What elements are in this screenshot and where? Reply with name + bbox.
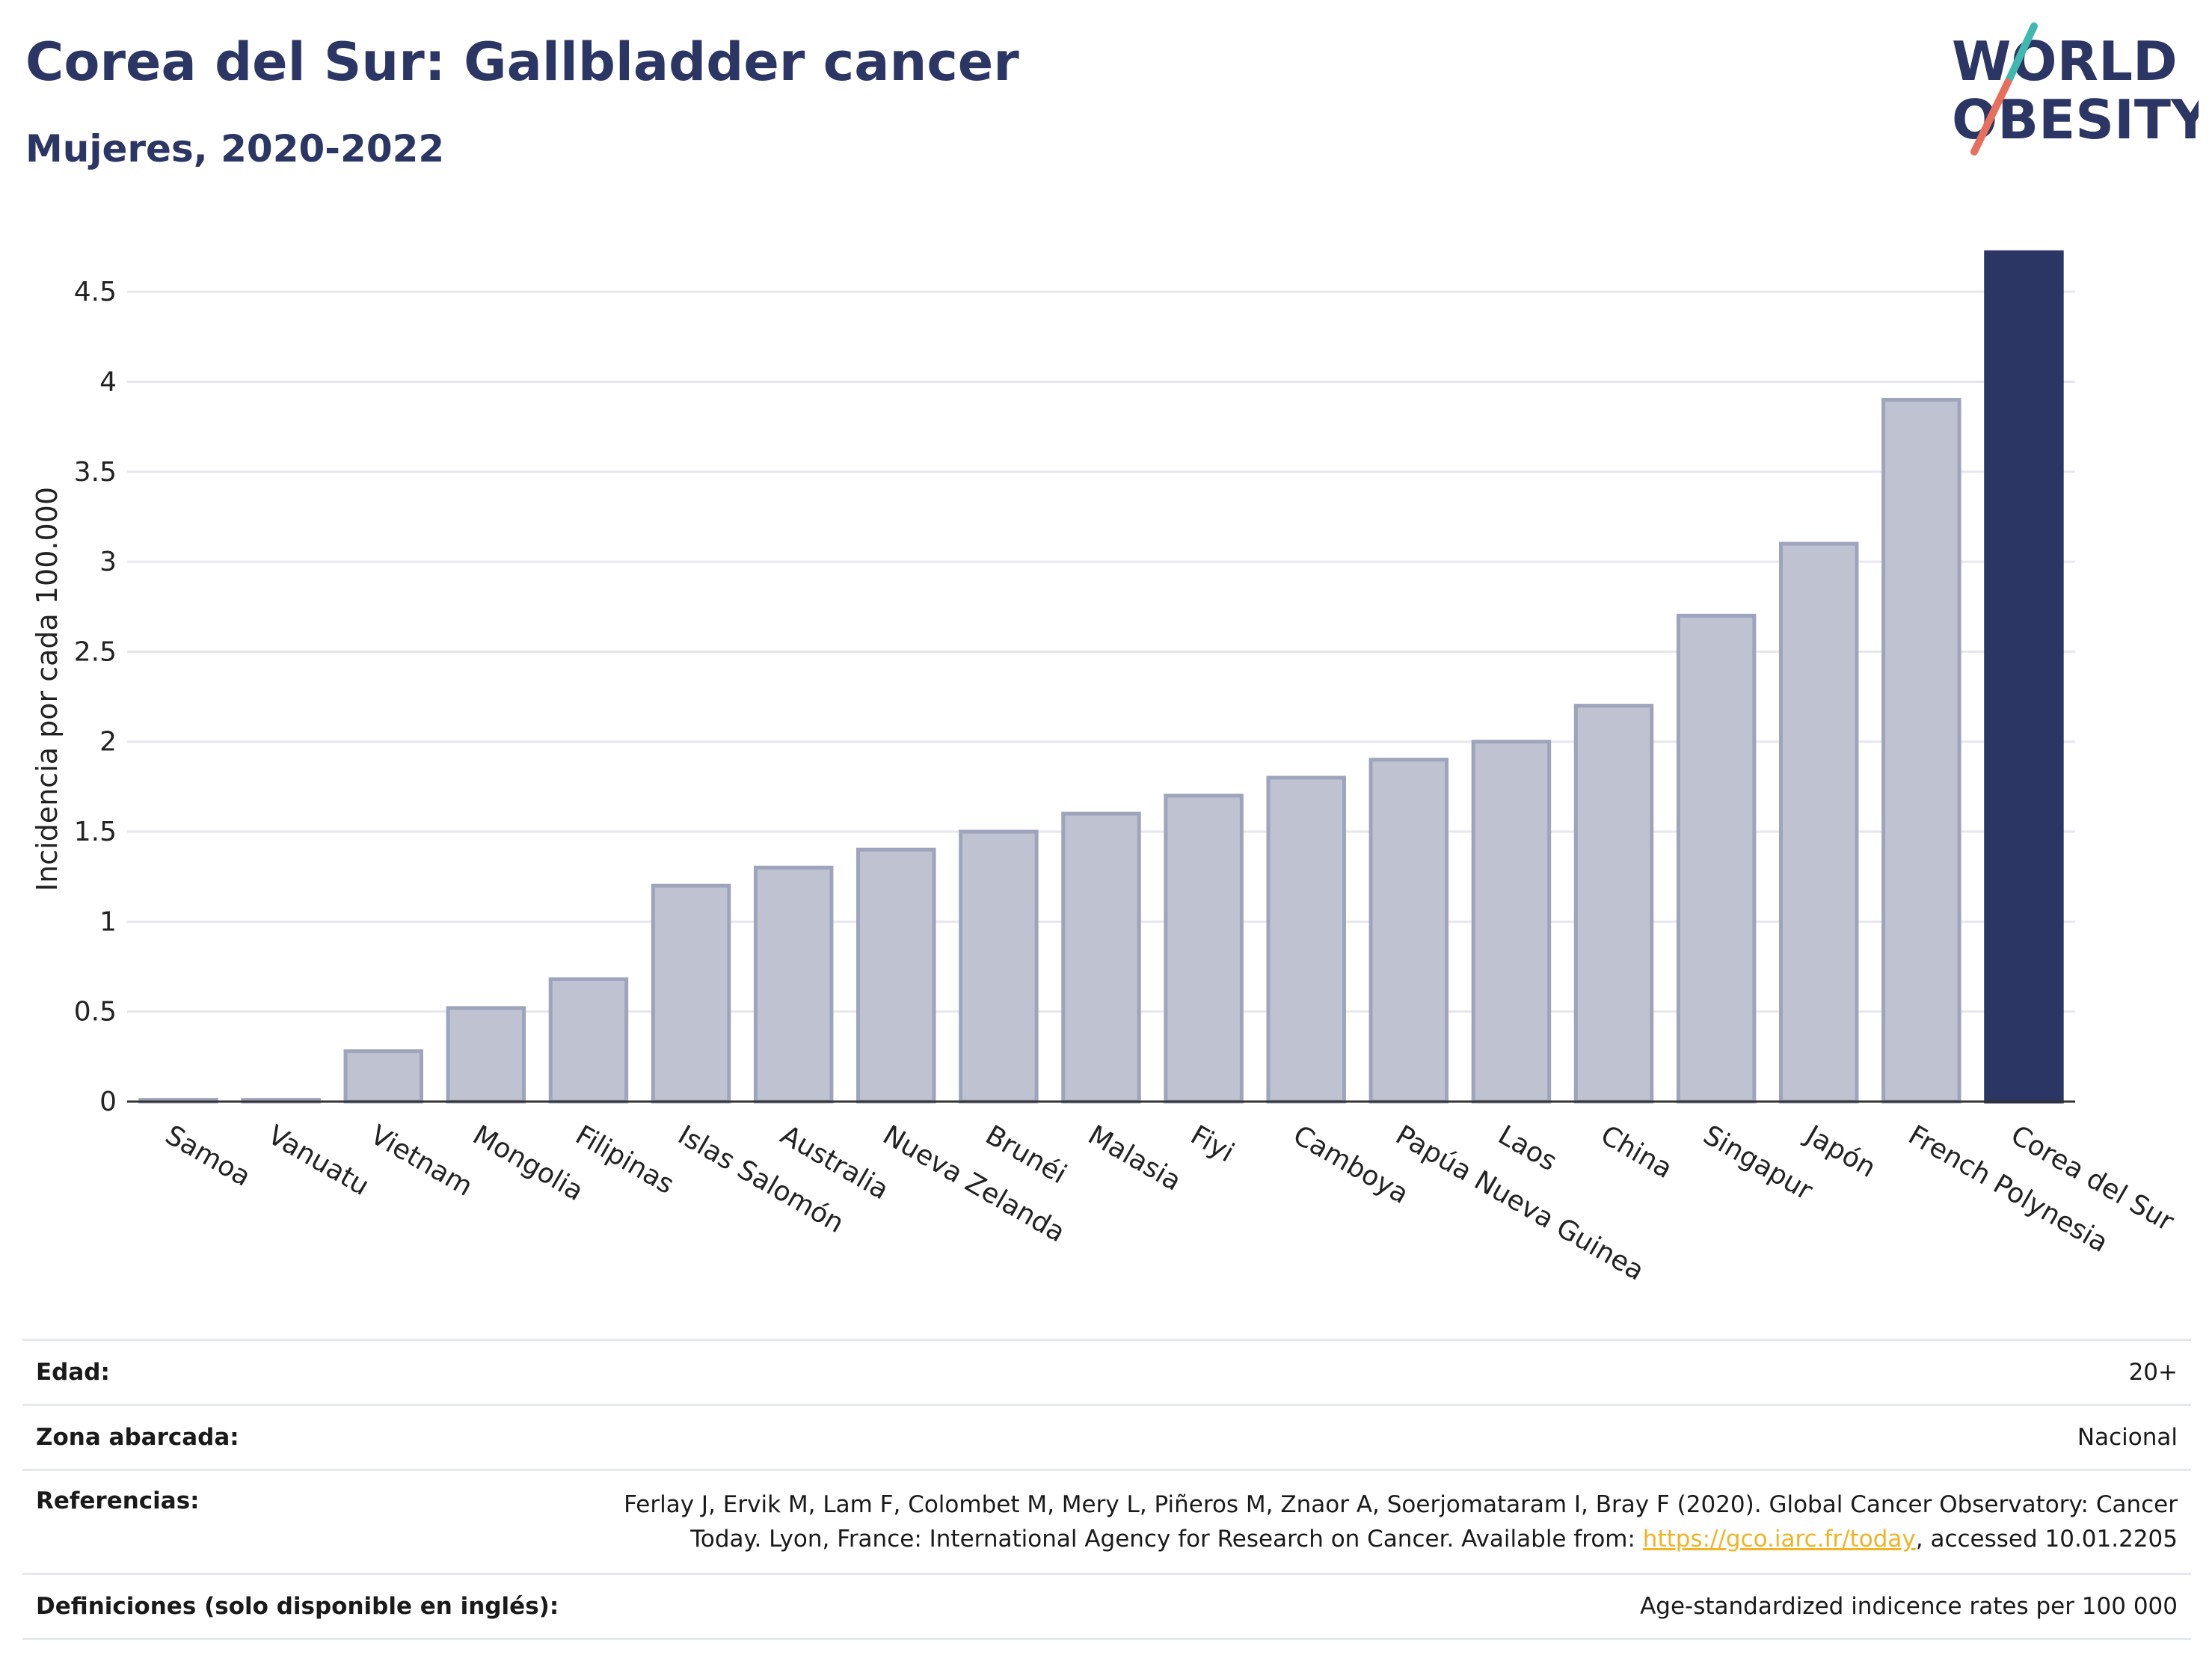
bars xyxy=(138,250,2064,1104)
x-tick-label: Mongolia xyxy=(467,1120,589,1207)
bar-camboya xyxy=(1266,776,1346,1104)
chart-title: Corea del Sur: Gallbladder cancer xyxy=(25,31,1019,93)
world-obesity-logo: WORLD OBESITY xyxy=(1952,22,2199,156)
bar-malasia xyxy=(1061,811,1141,1104)
x-tick-label: Filipinas xyxy=(570,1120,679,1200)
meta-key: Referencias: xyxy=(36,1487,200,1514)
meta-row-area: Zona abarcada: Nacional xyxy=(22,1404,2191,1469)
x-tick-label: Vietnam xyxy=(365,1120,477,1203)
metadata-table: Edad: 20+ Zona abarcada: Nacional Refere… xyxy=(22,1339,2191,1640)
reference-line2-pre: Today. Lyon, France: International Agenc… xyxy=(690,1526,1643,1553)
y-tick-label: 3.5 xyxy=(74,457,117,488)
y-tick-label: 2.5 xyxy=(74,636,117,667)
meta-row-references: Referencias: Ferlay J, Ervik M, Lam F, C… xyxy=(22,1469,2191,1573)
bar-corea-del-sur xyxy=(1984,250,2064,1104)
reference-line2-post: , accessed 10.01.2205 xyxy=(1915,1526,2178,1553)
bar-fiyi xyxy=(1164,793,1244,1104)
meta-value: Ferlay J, Ervik M, Lam F, Colombet M, Me… xyxy=(624,1487,2178,1556)
logo-slash-coral xyxy=(1970,79,2012,156)
meta-value: Age-standardized indicence rates per 100… xyxy=(1640,1593,2178,1620)
x-tick-label: Japón xyxy=(1799,1119,1881,1184)
y-tick-label: 4 xyxy=(99,366,117,397)
x-tick-label: Vanuatu xyxy=(262,1120,374,1202)
x-tick-label: Samoa xyxy=(160,1120,256,1193)
bar-singapur xyxy=(1676,613,1757,1104)
y-tick-label: 4.5 xyxy=(74,277,117,307)
meta-row-definitions: Definiciones (solo disponible en inglés)… xyxy=(22,1573,2191,1640)
reference-link[interactable]: https://gco.iarc.fr/today xyxy=(1642,1526,1916,1553)
meta-value: Nacional xyxy=(2077,1424,2178,1451)
bar-japón xyxy=(1779,541,1859,1104)
bar-brunéi xyxy=(959,829,1039,1104)
bar-australia xyxy=(753,865,834,1104)
x-tick-label: Camboya xyxy=(1288,1120,1413,1210)
x-tick-label: China xyxy=(1596,1120,1678,1185)
meta-key: Edad: xyxy=(36,1359,110,1386)
logo-slash-teal xyxy=(2004,22,2038,86)
meta-value: 20+ xyxy=(2128,1359,2178,1386)
bar-china xyxy=(1573,704,1654,1104)
x-tick-label: Laos xyxy=(1493,1120,1561,1177)
bar-papúa-nueva-guinea xyxy=(1368,758,1449,1104)
x-tick-label: Nueva Zelanda xyxy=(878,1120,1070,1248)
meta-key: Zona abarcada: xyxy=(36,1424,239,1451)
bar-filipinas xyxy=(548,977,629,1104)
y-tick-label: 1 xyxy=(99,906,117,937)
bar-chart: 0 0.5 1 1.5 2 2.5 3 3.5 4 4.5 Samoa VanuatuVietnam… xyxy=(31,250,2179,1287)
x-tick-label: Singapur xyxy=(1698,1120,1818,1206)
meta-row-age: Edad: 20+ xyxy=(22,1339,2191,1404)
reference-line1: Ferlay J, Ervik M, Lam F, Colombet M, Me… xyxy=(624,1491,2178,1518)
bar-islas-salomón xyxy=(651,883,731,1104)
y-tick-label: 0 xyxy=(99,1087,117,1117)
bar-vietnam xyxy=(343,1049,423,1104)
y-tick-label: 3 xyxy=(99,547,117,577)
y-axis-label: Incidencia por cada 100.000 xyxy=(31,487,64,891)
chart-subtitle: Mujeres, 2020-2022 xyxy=(25,127,445,171)
y-axis-ticks: 0 0.5 1 1.5 2 2.5 3 3.5 4 4.5 xyxy=(74,277,117,1117)
logo-line1: WORLD xyxy=(1952,30,2178,93)
y-tick-label: 2 xyxy=(99,727,117,758)
y-tick-label: 0.5 xyxy=(74,997,117,1028)
x-tick-label: Malasia xyxy=(1083,1120,1186,1197)
bar-mongolia xyxy=(446,1006,526,1104)
bar-laos xyxy=(1471,740,1552,1104)
bar-nueva-zelanda xyxy=(856,847,936,1104)
x-axis-ticks: Samoa VanuatuVietnamMongoliaFilipinasIsla… xyxy=(160,1119,2179,1286)
x-tick-label: Fiyi xyxy=(1185,1120,1239,1168)
y-tick-label: 1.5 xyxy=(74,817,117,847)
bar-french-polynesia xyxy=(1881,398,1961,1104)
meta-key: Definiciones (solo disponible en inglés)… xyxy=(36,1593,559,1620)
